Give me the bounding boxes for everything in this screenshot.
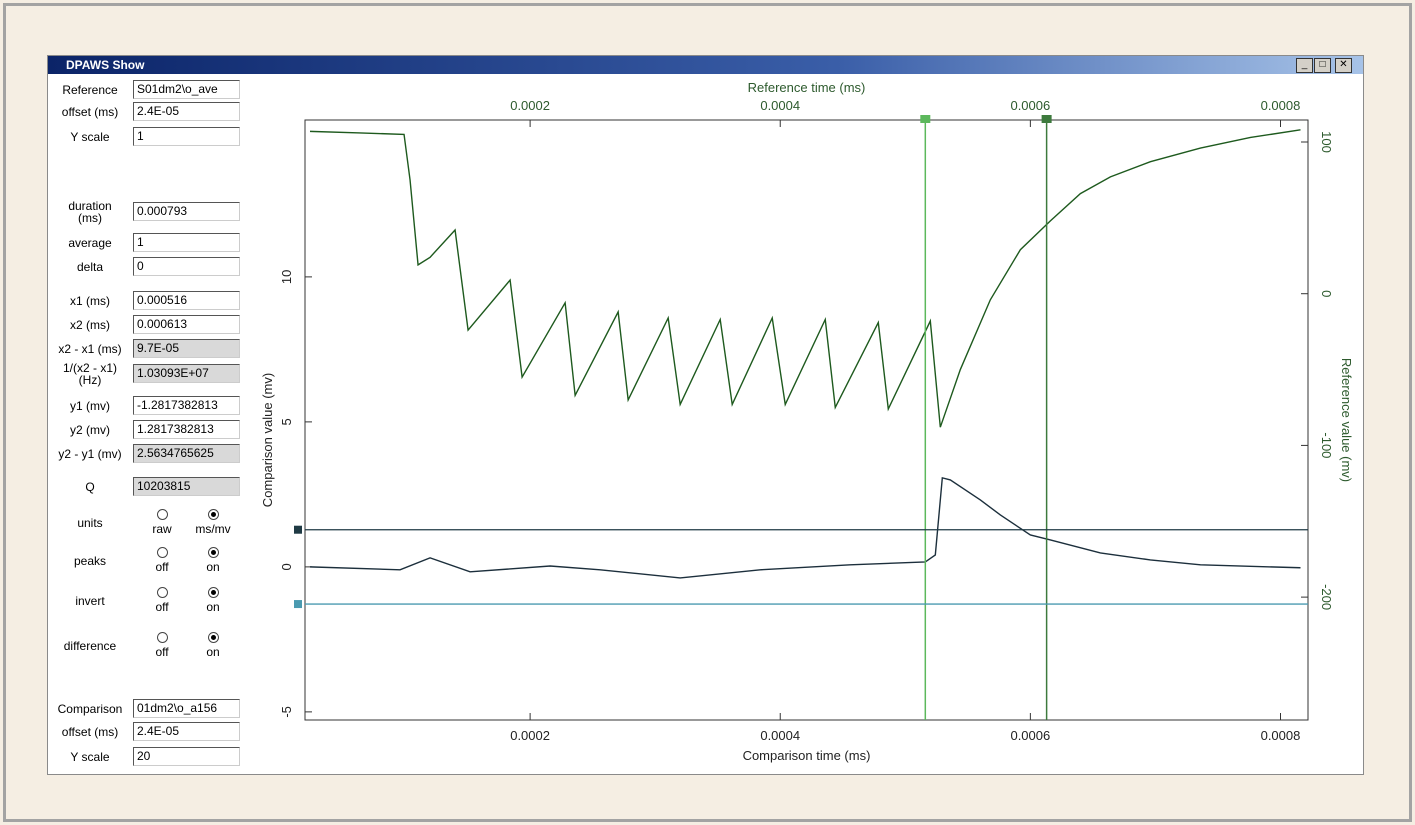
radio-option: raw bbox=[152, 522, 172, 536]
radio-option: off bbox=[155, 560, 169, 574]
text-field[interactable]: 0 bbox=[133, 257, 240, 276]
y-cursor-handle bbox=[294, 525, 302, 534]
line-series bbox=[309, 129, 1301, 428]
y2-tick-label: 0 bbox=[1319, 290, 1334, 297]
x-cursor-handle bbox=[920, 115, 931, 123]
y-tick-label: -5 bbox=[279, 706, 294, 718]
radio-option: on bbox=[206, 600, 220, 614]
text-field[interactable]: 1 bbox=[133, 233, 240, 252]
text-field[interactable]: S01dm2\o_ave bbox=[133, 80, 240, 99]
field-label: average bbox=[68, 236, 112, 250]
field-label: y2 (mv) bbox=[70, 423, 110, 437]
field-label: Y scale bbox=[70, 130, 110, 144]
radio-label: invert bbox=[75, 594, 105, 608]
text-field: 10203815 bbox=[133, 477, 240, 496]
field-label: x2 (ms) bbox=[70, 318, 110, 332]
field-label: Comparison bbox=[57, 702, 123, 716]
radio-button[interactable] bbox=[208, 509, 219, 520]
x2-tick-label: 0.0008 bbox=[1261, 98, 1301, 113]
text-field: 9.7E-05 bbox=[133, 339, 240, 358]
field-label: duration (ms) bbox=[68, 199, 112, 225]
text-field[interactable]: 01dm2\o_a156 bbox=[133, 699, 240, 718]
radio-button[interactable] bbox=[157, 547, 168, 558]
x2-tick-label: 0.0004 bbox=[760, 98, 800, 113]
line-series bbox=[309, 476, 1301, 579]
radio-label: peaks bbox=[73, 554, 107, 568]
y2-tick-label: -100 bbox=[1319, 432, 1334, 458]
text-field[interactable]: 0.000793 bbox=[133, 202, 240, 221]
radio-label: difference bbox=[63, 639, 117, 653]
field-label: Y scale bbox=[70, 750, 110, 764]
y-axis-title: Comparison value (mv) bbox=[260, 373, 275, 507]
text-field[interactable]: 20 bbox=[133, 747, 240, 766]
field-label: Q bbox=[85, 480, 95, 494]
text-field[interactable]: 1 bbox=[133, 127, 240, 146]
x-tick-label: 0.0004 bbox=[760, 728, 800, 743]
field-label: Reference bbox=[62, 83, 118, 97]
text-field[interactable]: 2.4E-05 bbox=[133, 722, 240, 741]
radio-label: units bbox=[77, 516, 103, 530]
text-field: 1.03093E+07 bbox=[133, 364, 240, 383]
y-tick-label: 10 bbox=[279, 270, 294, 284]
y2-axis-title: Reference value (mv) bbox=[1339, 358, 1354, 482]
radio-option: on bbox=[206, 645, 220, 659]
plot-frame bbox=[304, 119, 1309, 721]
x2-tick-label: 0.0002 bbox=[510, 98, 550, 113]
x-cursor-handle bbox=[1041, 115, 1052, 123]
x-tick-label: 0.0008 bbox=[1261, 728, 1301, 743]
field-label: delta bbox=[76, 260, 104, 274]
text-field[interactable]: 2.4E-05 bbox=[133, 102, 240, 121]
y-tick-label: 0 bbox=[279, 563, 294, 570]
text-field[interactable]: -1.2817382813 bbox=[133, 396, 240, 415]
radio-button[interactable] bbox=[157, 632, 168, 643]
radio-option: ms/mv bbox=[195, 522, 231, 536]
radio-button[interactable] bbox=[208, 632, 219, 643]
x2-tick-label: 0.0006 bbox=[1010, 98, 1050, 113]
y2-tick-label: -200 bbox=[1319, 584, 1334, 610]
field-label: x2 - x1 (ms) bbox=[58, 342, 122, 356]
x-tick-label: 0.0002 bbox=[510, 728, 550, 743]
text-field[interactable]: 0.000516 bbox=[133, 291, 240, 310]
y2-tick-label: 100 bbox=[1319, 131, 1334, 153]
field-label: y2 - y1 (mv) bbox=[58, 447, 122, 461]
x2-axis-title: Reference time (ms) bbox=[748, 80, 866, 95]
field-label: x1 (ms) bbox=[70, 294, 110, 308]
frame bbox=[3, 3, 1412, 822]
field-label: offset (ms) bbox=[61, 725, 119, 739]
radio-button[interactable] bbox=[208, 547, 219, 558]
x-tick-label: 0.0006 bbox=[1010, 728, 1050, 743]
y-cursor-handle bbox=[294, 600, 302, 609]
field-label: y1 (mv) bbox=[70, 399, 110, 413]
window: DPAWS Show _ □ ✕ bbox=[47, 55, 1364, 775]
minimize-button[interactable]: _ bbox=[1296, 58, 1313, 73]
y-tick-label: 5 bbox=[279, 418, 294, 425]
field-label: 1/(x2 - x1) (Hz) bbox=[62, 361, 117, 387]
close-button[interactable]: ✕ bbox=[1335, 58, 1352, 73]
radio-button[interactable] bbox=[208, 587, 219, 598]
text-field: 2.5634765625 bbox=[133, 444, 240, 463]
window-title: DPAWS Show bbox=[66, 58, 145, 72]
field-label: offset (ms) bbox=[61, 105, 119, 119]
radio-option: on bbox=[206, 560, 220, 574]
title-bar: DPAWS Show _ □ ✕ bbox=[48, 56, 1363, 74]
radio-button[interactable] bbox=[157, 509, 168, 520]
radio-button[interactable] bbox=[157, 587, 168, 598]
text-field[interactable]: 0.000613 bbox=[133, 315, 240, 334]
maximize-button[interactable]: □ bbox=[1314, 58, 1331, 73]
x-axis-title: Comparison time (ms) bbox=[743, 748, 871, 763]
radio-option: off bbox=[155, 600, 169, 614]
text-field[interactable]: 1.2817382813 bbox=[133, 420, 240, 439]
radio-option: off bbox=[155, 645, 169, 659]
